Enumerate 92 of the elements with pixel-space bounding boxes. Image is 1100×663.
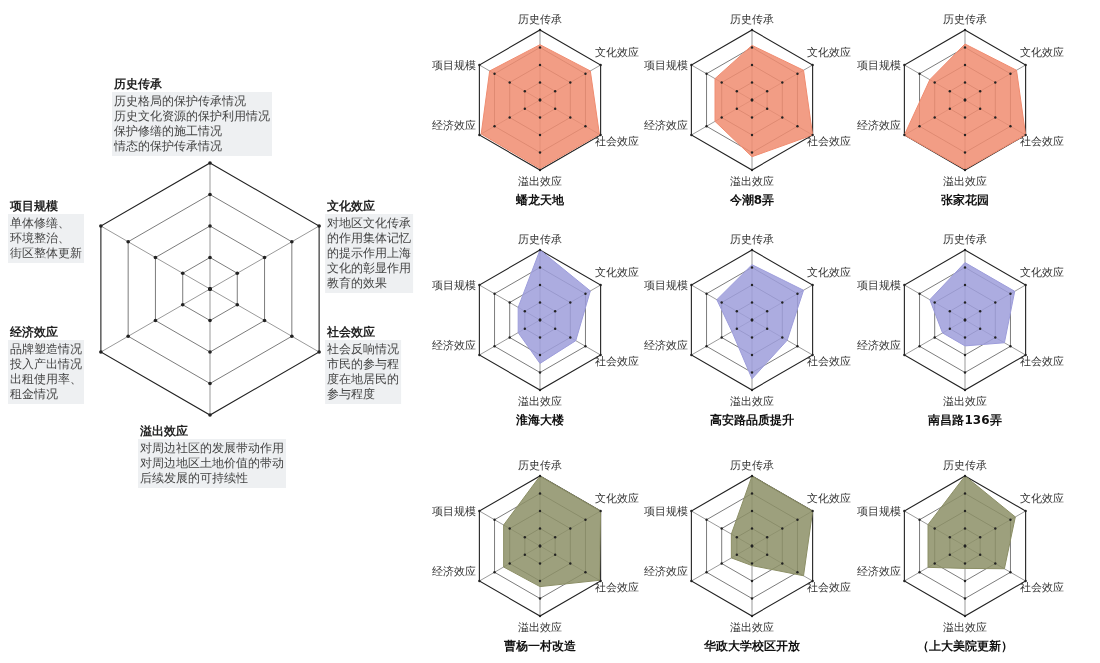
spoke-label: 经济效应 (857, 565, 902, 578)
spoke-label: 社会效应 (1019, 135, 1064, 148)
text: 街区整体更新 (10, 246, 82, 260)
text: 租金情况 (10, 387, 58, 401)
text: 蟠龙天地 (515, 193, 565, 207)
spoke-label: 经济效应 (432, 339, 477, 352)
spoke-label: 历史传承 (730, 459, 774, 472)
text: 历史格局的保护传承情况 (114, 94, 246, 108)
spoke-label: 项目规模 (857, 59, 902, 72)
spoke-label: 溢出效应 (518, 175, 562, 188)
text: 环境整治、 (10, 231, 70, 245)
text: 对周边社区的发展带动作用 (140, 441, 284, 455)
text: 华政大学校区开放 (703, 639, 801, 653)
spoke-label: 社会效应 (594, 135, 639, 148)
spoke-label: 项目规模 (9, 199, 58, 213)
text: 张家花园 (941, 193, 989, 207)
spoke-label: 经济效应 (432, 565, 477, 578)
text: 品牌塑造情况 (10, 342, 82, 356)
text: 出租使用率、 (10, 372, 82, 386)
spoke-label: 项目规模 (857, 505, 902, 518)
text: 度在地居民的 (327, 372, 400, 386)
spoke-label: 项目规模 (644, 59, 689, 72)
spoke-label: 经济效应 (432, 119, 477, 132)
text: 高安路品质提升 (710, 413, 794, 427)
spoke-label: 溢出效应 (518, 395, 562, 408)
text: 曹杨一村改造 (503, 639, 577, 653)
spoke-label: 历史传承 (943, 459, 987, 472)
text: 保护修缮的施工情况 (114, 124, 222, 138)
spoke-label: 溢出效应 (730, 175, 774, 188)
spoke-label: 项目规模 (432, 505, 477, 518)
spoke-label: 溢出效应 (943, 175, 987, 188)
text: 的作用集体记忆 (327, 231, 412, 245)
text: 对周边地区土地价值的带动 (140, 456, 284, 470)
spoke-label: 溢出效应 (730, 395, 774, 408)
text: 对地区文化传承 (327, 216, 412, 230)
spoke-label: 项目规模 (432, 59, 477, 72)
spoke-label: 历史传承 (518, 459, 562, 472)
spoke-label: 项目规模 (857, 279, 902, 292)
spoke-label: 经济效应 (644, 565, 689, 578)
spoke-label: 历史传承 (943, 13, 987, 26)
text: 市民的参与程 (327, 357, 400, 371)
spoke-label: 溢出效应 (139, 424, 188, 438)
spoke-label: 历史传承 (518, 233, 562, 246)
spoke-label: 社会效应 (1019, 355, 1064, 368)
spoke-label: 溢出效应 (730, 621, 774, 634)
spoke-label: 历史传承 (730, 13, 774, 26)
spoke-label: 社会效应 (806, 135, 851, 148)
spoke-label: 社会效应 (806, 355, 851, 368)
spoke-label: 文化效应 (594, 266, 639, 279)
spoke-label: 文化效应 (1019, 492, 1064, 505)
text: 的提示作用上海 (327, 246, 412, 260)
text: 社会反响情况 (327, 342, 400, 356)
text: 历史文化资源的保护利用情况 (114, 109, 270, 123)
spoke-label: 历史传承 (943, 233, 987, 246)
spoke-label: 项目规模 (644, 279, 689, 292)
spoke-label: 文化效应 (806, 46, 851, 59)
spoke-label: 社会效应 (594, 355, 639, 368)
spoke-label: 文化效应 (326, 199, 376, 213)
spoke-label: 经济效应 (857, 119, 902, 132)
text: 单体修缮、 (10, 216, 70, 230)
spoke-label: 文化效应 (1019, 46, 1064, 59)
text: （上大美院更新） (917, 639, 1013, 653)
text: 南昌路136弄 (927, 413, 1002, 427)
spoke-label: 经济效应 (857, 339, 902, 352)
spoke-label: 社会效应 (806, 581, 851, 594)
spoke-label: 历史传承 (518, 13, 562, 26)
spoke-label: 社会效应 (326, 325, 376, 339)
text: 淮海大楼 (515, 413, 565, 427)
spoke-label: 经济效应 (644, 339, 689, 352)
spoke-label: 溢出效应 (943, 395, 987, 408)
spoke-label: 历史传承 (113, 77, 163, 91)
spoke-label: 溢出效应 (518, 621, 562, 634)
text: 后续发展的可持续性 (140, 471, 248, 485)
spoke-label: 经济效应 (644, 119, 689, 132)
text: 今潮8弄 (728, 193, 775, 207)
spoke-label: 溢出效应 (943, 621, 987, 634)
spoke-label: 社会效应 (594, 581, 639, 594)
spoke-label: 社会效应 (1019, 581, 1064, 594)
spoke-label: 文化效应 (806, 492, 851, 505)
spoke-label: 经济效应 (9, 325, 58, 339)
text: 教育的效果 (327, 276, 388, 290)
text: 情态的保护传承情况 (113, 139, 222, 153)
spoke-label: 文化效应 (594, 46, 639, 59)
spoke-label: 历史传承 (730, 233, 774, 246)
spoke-label: 文化效应 (1019, 266, 1064, 279)
spoke-label: 文化效应 (594, 492, 639, 505)
spoke-label: 项目规模 (644, 505, 689, 518)
text: 投入产出情况 (9, 357, 82, 371)
spoke-label: 项目规模 (432, 279, 477, 292)
text: 文化的彰显作用 (327, 261, 412, 275)
text: 参与程度 (327, 387, 376, 401)
spoke-label: 文化效应 (806, 266, 851, 279)
